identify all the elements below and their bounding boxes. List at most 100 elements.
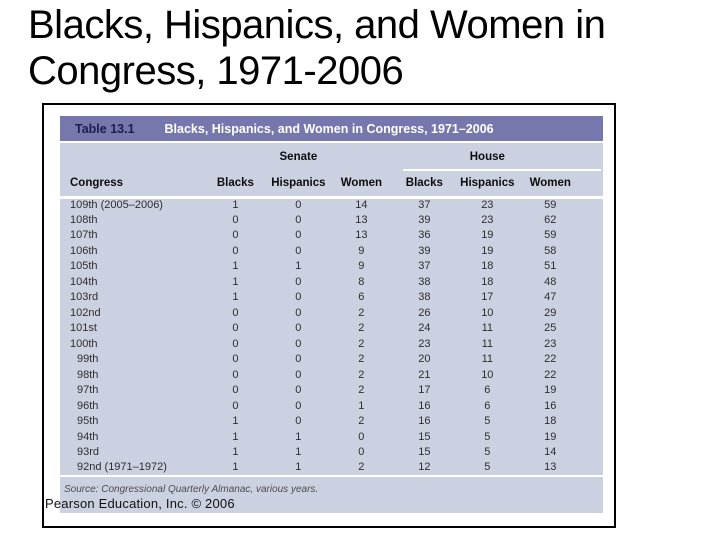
value-cell: 24 <box>418 322 431 335</box>
value-cell: 26 <box>418 306 431 319</box>
value-cell: 1 <box>232 291 239 304</box>
value-cell: 19 <box>544 430 557 443</box>
value-cell: 1 <box>232 415 239 428</box>
table-row: 101st 0 0 2 24 11 25 <box>60 321 603 337</box>
column-header-house-hispanics: Hispanics <box>455 171 519 199</box>
value-cell: 12 <box>392 460 456 477</box>
column-header-row: Congress Blacks Hispanics Women Blacks H… <box>60 171 603 199</box>
value-cell: 13 <box>355 213 368 226</box>
value-cell: 37 <box>418 199 431 211</box>
value-cell: 0 <box>295 306 302 319</box>
value-cell: 18 <box>481 260 494 273</box>
value-cell: 0 <box>232 384 239 397</box>
value-cell: 5 <box>484 430 491 443</box>
value-cell: 23 <box>418 337 431 350</box>
spacer-cell <box>582 414 603 430</box>
value-cell: 19 <box>481 229 494 242</box>
value-cell: 0 <box>295 353 302 366</box>
table-row: 108th 0 0 13 39 23 62 <box>60 213 603 229</box>
spacer-cell <box>582 430 603 446</box>
value-cell: 0 <box>295 415 302 428</box>
value-cell: 38 <box>418 275 431 288</box>
value-cell: 0 <box>295 337 302 350</box>
column-header-house-blacks: Blacks <box>392 171 456 199</box>
value-cell: 37 <box>418 260 431 273</box>
value-cell: 15 <box>418 446 431 459</box>
value-cell: 2 <box>358 415 365 428</box>
value-cell: 0 <box>358 430 365 443</box>
value-cell: 0 <box>295 399 302 412</box>
value-cell: 2 <box>358 306 365 319</box>
value-cell: 0 <box>295 291 302 304</box>
value-cell: 10 <box>481 368 494 381</box>
table-body: Senate House Congress Blacks Hispanics W… <box>60 143 603 513</box>
congress-cell: 100th <box>70 337 98 350</box>
table-row: 109th (2005–2006) 1 0 14 37 23 59 <box>60 197 603 213</box>
value-cell: 0 <box>232 229 239 242</box>
table-row: 107th 0 0 13 36 19 59 <box>60 228 603 244</box>
table-row: 100th 0 0 2 23 11 23 <box>60 337 603 353</box>
value-cell: 2 <box>358 322 365 335</box>
table-row: 102nd 0 0 2 26 10 29 <box>60 306 603 322</box>
value-cell: 2 <box>358 353 365 366</box>
value-cell: 0 <box>232 399 239 412</box>
value-cell: 14 <box>355 199 368 211</box>
value-cell: 39 <box>418 244 431 257</box>
table-rows: 109th (2005–2006) 1 0 14 37 23 59 108th 0 0 13 39 23… <box>60 197 603 477</box>
spacer-cell <box>582 228 603 244</box>
column-header-house-women: Women <box>518 171 582 199</box>
spacer-cell <box>582 337 603 353</box>
value-cell: 22 <box>544 368 557 381</box>
column-header-congress: Congress <box>60 171 204 199</box>
spacer-cell <box>582 259 603 275</box>
congress-cell: 108th <box>70 213 98 226</box>
value-cell: 48 <box>544 275 557 288</box>
page-title: Blacks, Hispanics, and Women in Congress… <box>28 2 700 94</box>
congress-cell: 99th <box>77 353 99 366</box>
congress-cell: 104th <box>70 275 98 288</box>
value-cell: 0 <box>232 322 239 335</box>
table-caption-band: Table 13.1 Blacks, Hispanics, and Women … <box>60 116 603 141</box>
value-cell: 19 <box>481 244 494 257</box>
page-title-line2: Congress, 1971-2006 <box>28 49 404 93</box>
value-cell: 47 <box>544 291 557 304</box>
value-cell: 1 <box>266 460 330 477</box>
value-cell: 1 <box>232 199 239 211</box>
table-row: 95th 1 0 2 16 5 18 <box>60 414 603 430</box>
table-row: 106th 0 0 9 39 19 58 <box>60 244 603 260</box>
table-row: 99th 0 0 2 20 11 22 <box>60 352 603 368</box>
value-cell: 18 <box>481 275 494 288</box>
value-cell: 1 <box>295 430 302 443</box>
value-cell: 0 <box>295 384 302 397</box>
table-row: 105th 1 1 9 37 18 51 <box>60 259 603 275</box>
table-row: 96th 0 0 1 16 6 16 <box>60 399 603 415</box>
value-cell: 0 <box>295 244 302 257</box>
group-header-house: House <box>469 151 505 163</box>
value-cell: 0 <box>232 337 239 350</box>
value-cell: 0 <box>295 229 302 242</box>
page-title-line1: Blacks, Hispanics, and Women in <box>28 3 606 47</box>
congress-cell: 102nd <box>70 306 101 319</box>
value-cell: 8 <box>358 275 365 288</box>
value-cell: 0 <box>295 213 302 226</box>
value-cell: 2 <box>358 384 365 397</box>
value-cell: 6 <box>484 399 491 412</box>
spacer-cell <box>582 368 603 384</box>
congress-cell: 98th <box>77 368 99 381</box>
table-row: 92nd (1971–1972) 1 1 2 12 5 13 <box>60 460 603 477</box>
column-header-spacer <box>581 171 603 199</box>
value-cell: 29 <box>544 306 557 319</box>
congress-cell: 93rd <box>77 446 100 459</box>
spacer-cell <box>581 460 603 477</box>
table-row: 98th 0 0 2 21 10 22 <box>60 368 603 384</box>
congress-cell: 94th <box>77 430 99 443</box>
value-cell: 5 <box>484 415 491 428</box>
spacer-cell <box>582 244 603 260</box>
spacer-cell <box>582 445 603 461</box>
congress-cell: 92nd (1971–1972) <box>60 460 204 477</box>
spacer-cell <box>582 352 603 368</box>
value-cell: 10 <box>481 306 494 319</box>
column-header-senate-blacks: Blacks <box>203 171 267 199</box>
spacer-cell <box>582 290 603 306</box>
value-cell: 1 <box>203 460 267 477</box>
